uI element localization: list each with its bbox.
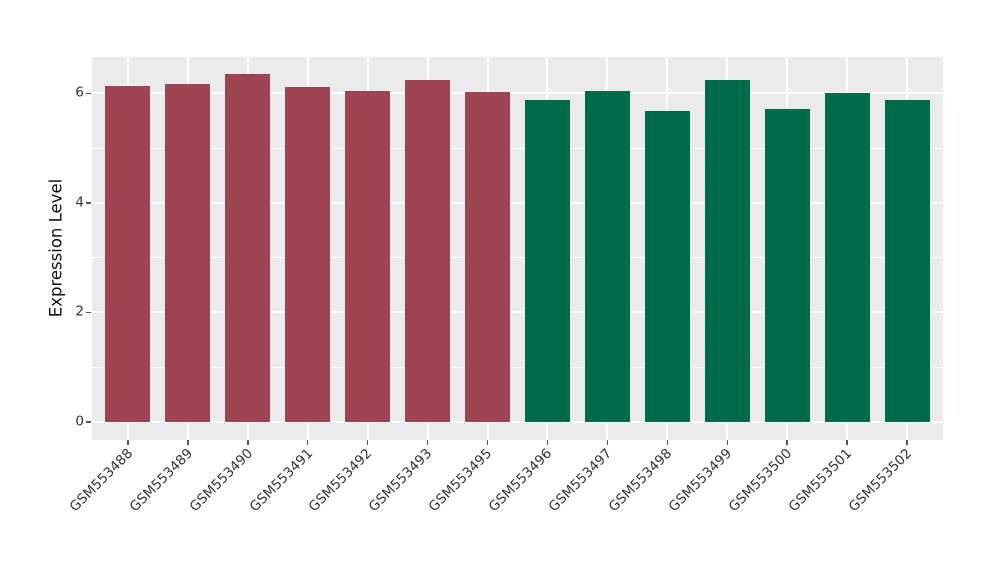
gridline-horizontal-major <box>92 421 943 423</box>
x-tick-label-GSM553500: GSM553500 <box>725 445 796 516</box>
x-tick-mark <box>426 440 429 445</box>
bar-GSM553495 <box>465 92 511 422</box>
x-tick-label-GSM553490: GSM553490 <box>186 445 256 516</box>
x-tick-mark <box>187 440 189 445</box>
bar-GSM553488 <box>105 85 151 422</box>
bar-GSM553489 <box>165 84 211 422</box>
x-tick-label-GSM553498: GSM553498 <box>605 445 676 516</box>
bar-GSM553490 <box>225 73 271 422</box>
y-tick-mark <box>86 202 91 204</box>
bar-GSM553491 <box>285 86 331 422</box>
x-tick-label-GSM553496: GSM553496 <box>485 445 556 516</box>
x-tick-mark <box>366 440 369 445</box>
y-tick-label-0: 0 <box>75 413 84 430</box>
x-tick-mark <box>606 440 609 445</box>
x-tick-label-GSM553495: GSM553495 <box>425 445 496 516</box>
y-axis-title: Expression Level <box>46 178 66 318</box>
gridline-horizontal-minor <box>92 147 943 149</box>
x-tick-mark <box>846 440 848 445</box>
x-tick-mark <box>546 440 549 445</box>
y-tick-label-2: 2 <box>75 303 84 320</box>
bar-GSM553498 <box>644 110 690 422</box>
x-tick-mark <box>127 440 129 445</box>
bar-GSM553493 <box>405 80 451 422</box>
x-tick-mark <box>486 440 489 445</box>
bar-GSM553501 <box>824 92 870 422</box>
x-tick-label-GSM553499: GSM553499 <box>665 445 736 516</box>
bar-GSM553497 <box>584 91 630 422</box>
gridline-horizontal-minor <box>92 257 943 259</box>
y-tick-label-4: 4 <box>75 194 84 211</box>
gridline-horizontal-major <box>92 92 943 95</box>
x-tick-mark <box>906 440 908 445</box>
x-tick-mark <box>306 440 309 445</box>
bar-GSM553500 <box>764 109 810 422</box>
x-tick-label-GSM553502: GSM553502 <box>845 445 915 516</box>
y-tick-label-6: 6 <box>75 84 84 101</box>
y-tick-mark <box>86 311 91 314</box>
x-tick-mark <box>786 440 788 445</box>
bar-GSM553492 <box>345 91 391 422</box>
x-tick-mark <box>247 440 249 445</box>
x-tick-label-GSM553497: GSM553497 <box>545 445 616 516</box>
gridline-horizontal-minor <box>92 366 943 368</box>
x-tick-label-GSM553493: GSM553493 <box>366 445 436 516</box>
gridline-horizontal-major <box>92 201 943 204</box>
x-tick-label-GSM553488: GSM553488 <box>66 445 136 516</box>
x-tick-label-GSM553501: GSM553501 <box>785 445 856 516</box>
y-tick-mark <box>86 421 91 423</box>
x-tick-mark <box>726 440 728 445</box>
gridline-horizontal-major <box>92 311 943 314</box>
x-tick-label-GSM553489: GSM553489 <box>126 445 196 516</box>
bars-layer <box>92 57 943 440</box>
x-tick-label-GSM553491: GSM553491 <box>246 445 316 516</box>
plot-panel <box>92 57 943 440</box>
y-tick-mark <box>86 92 91 95</box>
x-tick-mark <box>666 440 669 445</box>
bar-GSM553502 <box>884 99 930 422</box>
x-tick-label-GSM553492: GSM553492 <box>306 445 376 516</box>
bar-GSM553499 <box>704 80 750 422</box>
bar-GSM553496 <box>524 100 570 422</box>
